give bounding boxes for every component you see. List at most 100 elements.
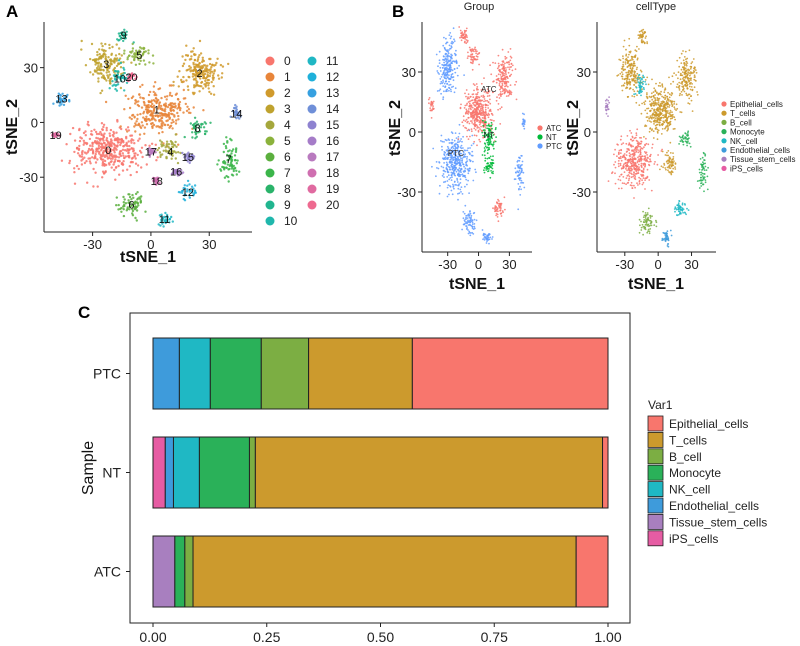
point xyxy=(672,167,675,170)
point xyxy=(172,80,175,84)
point xyxy=(130,96,134,100)
point xyxy=(445,42,447,45)
blob-8 xyxy=(696,151,709,193)
point xyxy=(675,74,677,76)
point xyxy=(453,91,456,94)
point xyxy=(480,109,483,112)
point xyxy=(198,90,201,93)
point xyxy=(671,105,674,108)
point xyxy=(628,172,631,174)
point xyxy=(471,53,474,56)
point xyxy=(194,128,198,132)
point xyxy=(176,161,180,165)
point xyxy=(127,201,130,204)
point xyxy=(166,215,169,219)
point xyxy=(495,99,498,102)
point xyxy=(156,99,159,103)
point xyxy=(483,100,485,103)
point xyxy=(123,71,126,75)
point xyxy=(466,97,469,100)
point xyxy=(101,144,104,147)
point xyxy=(635,50,638,53)
point xyxy=(652,91,655,93)
point xyxy=(681,80,684,83)
point xyxy=(453,52,456,55)
point xyxy=(511,69,514,72)
point xyxy=(667,121,669,124)
point xyxy=(490,121,493,124)
point xyxy=(212,93,216,96)
blob-7 xyxy=(492,196,506,223)
legend-key-12 xyxy=(307,72,317,82)
point xyxy=(122,214,126,218)
point xyxy=(678,200,681,203)
legend-key-ATC xyxy=(537,125,543,131)
point xyxy=(204,79,207,83)
point xyxy=(471,99,474,102)
point xyxy=(693,68,696,70)
point xyxy=(438,89,441,92)
point xyxy=(186,105,189,109)
point xyxy=(648,179,651,181)
point xyxy=(470,115,472,118)
point xyxy=(644,159,647,162)
point xyxy=(662,114,664,117)
point xyxy=(646,168,649,171)
point xyxy=(83,156,86,159)
point xyxy=(460,144,463,147)
point xyxy=(224,145,228,148)
point xyxy=(700,182,702,185)
point xyxy=(676,214,678,216)
point xyxy=(499,209,502,212)
point xyxy=(620,159,623,162)
point xyxy=(131,161,134,164)
point xyxy=(690,81,692,84)
point xyxy=(95,136,98,140)
point xyxy=(686,138,689,141)
point xyxy=(643,103,646,106)
point xyxy=(486,127,489,130)
point xyxy=(483,95,486,98)
point xyxy=(469,221,471,224)
point xyxy=(168,221,171,224)
point xyxy=(636,128,639,131)
point xyxy=(631,173,633,176)
point xyxy=(623,39,626,42)
point xyxy=(642,181,645,184)
point xyxy=(443,46,446,49)
point xyxy=(429,109,432,112)
point xyxy=(183,135,186,139)
point xyxy=(180,80,183,84)
point xyxy=(223,160,226,163)
point xyxy=(634,157,637,160)
point xyxy=(206,71,210,74)
point xyxy=(682,211,684,214)
point xyxy=(101,160,105,164)
point xyxy=(489,64,491,67)
point xyxy=(89,148,93,152)
point xyxy=(658,82,661,84)
point xyxy=(453,168,456,171)
point xyxy=(130,117,133,121)
point xyxy=(447,184,450,187)
point xyxy=(174,122,178,125)
point xyxy=(463,165,465,168)
point xyxy=(174,157,177,160)
point xyxy=(668,93,671,96)
point xyxy=(496,208,499,211)
point xyxy=(649,219,652,222)
point xyxy=(616,155,618,158)
point xyxy=(467,55,470,58)
point xyxy=(439,70,442,72)
point xyxy=(657,154,659,156)
point xyxy=(644,179,646,182)
point xyxy=(140,121,144,124)
point xyxy=(508,68,511,71)
point xyxy=(463,223,466,225)
point xyxy=(78,127,81,131)
point xyxy=(235,173,238,176)
point xyxy=(468,169,471,172)
point xyxy=(651,215,653,218)
cluster-label-20: 20 xyxy=(125,72,137,84)
point xyxy=(638,231,641,234)
